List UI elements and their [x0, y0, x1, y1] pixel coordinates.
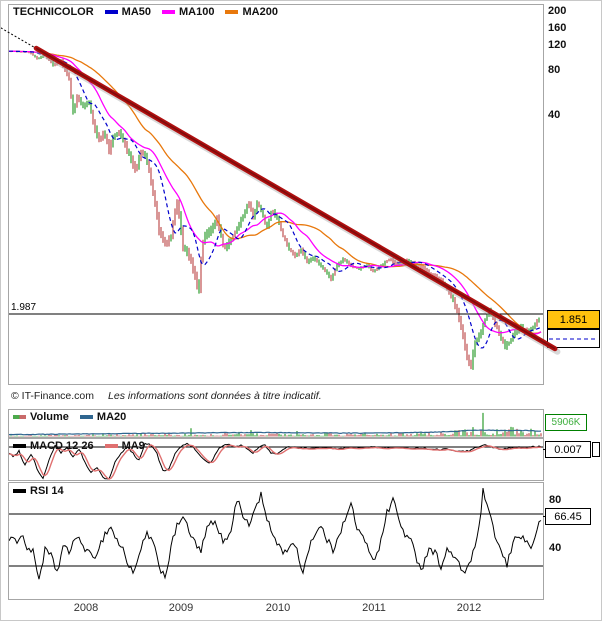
- volume-value: 5906K: [551, 417, 581, 428]
- main-panel: [8, 4, 544, 385]
- last-price-value: 1.851: [559, 313, 588, 326]
- macd-value-badge: 0.007: [545, 441, 591, 458]
- ma50-line: [9, 50, 542, 349]
- legend-item-ma200: MA200: [225, 6, 278, 18]
- legend-item-ma50: MA50: [104, 6, 152, 18]
- year-label-2009: 2009: [168, 602, 194, 614]
- disclaimer-text: Les informations sont données à titre in…: [108, 390, 322, 402]
- ma100-label: MA100: [179, 6, 215, 18]
- trendline-core: [35, 47, 556, 350]
- macd-series: [9, 442, 542, 480]
- rsi-value-badge: 66.45: [545, 508, 591, 525]
- ma9-swatch-icon: [104, 444, 118, 448]
- legend-item-rsi: RSI 14: [13, 485, 64, 497]
- macd-swatch-icon: [13, 444, 26, 448]
- year-label-2010: 2010: [265, 602, 291, 614]
- price-tick-200: 200: [548, 5, 567, 17]
- panel-frames: [8, 4, 544, 600]
- macd-secondary-badge: [592, 442, 600, 457]
- last-price-badge: 1.851: [547, 310, 600, 329]
- ma200-line: [9, 50, 542, 334]
- macd-legend: MACD 12 26 MA9: [13, 440, 145, 452]
- ma200-label: MA200: [242, 6, 278, 18]
- rsi-legend: RSI 14: [13, 485, 64, 497]
- volume-value-badge: 5906K: [545, 414, 587, 431]
- year-label-2008: 2008: [73, 602, 99, 614]
- macd-value: 0.007: [554, 443, 582, 456]
- rsi-line: [9, 488, 542, 580]
- symbol-label: TECHNICOLOR: [13, 6, 94, 18]
- volume-swatch-icon: [13, 415, 26, 419]
- ma9-label: MA9: [121, 440, 145, 452]
- rsi-value: 66.45: [554, 510, 582, 523]
- ma200-swatch-icon: [225, 10, 239, 14]
- macd-panel: [8, 438, 544, 481]
- volume-series: [9, 412, 542, 437]
- year-label-2012: 2012: [456, 602, 482, 614]
- legend-item-volume: Volume: [13, 411, 69, 423]
- ma50-label: MA50: [121, 6, 152, 18]
- volume-bars-up: [10, 412, 540, 437]
- volume-label: Volume: [30, 411, 69, 423]
- rsi-label: RSI 14: [30, 485, 64, 497]
- ma100-swatch-icon: [162, 10, 176, 14]
- support-level-label: 1.987: [11, 302, 37, 313]
- rsi-tick-40: 40: [549, 542, 562, 554]
- rsi-tick-80: 80: [549, 494, 562, 506]
- rsi-series: [9, 488, 542, 580]
- moving-averages: [9, 50, 542, 349]
- ma50-swatch-icon: [104, 10, 118, 14]
- price-tick-160: 160: [548, 22, 567, 34]
- ma9-line: [9, 444, 542, 480]
- year-label-2011: 2011: [362, 602, 386, 614]
- price-tick-40: 40: [548, 109, 561, 121]
- ma20-label: MA20: [96, 411, 127, 423]
- copyright-bar: © IT-Finance.com Les informations sont do…: [11, 390, 322, 402]
- ma20-line: [9, 429, 542, 436]
- legend-item-ma20: MA20: [79, 411, 127, 423]
- legend-item-macd: MACD 12 26: [13, 440, 94, 452]
- macd-label: MACD 12 26: [30, 440, 94, 452]
- legend-item-ma100: MA100: [162, 6, 214, 18]
- price-legend: TECHNICOLOR MA50 MA100 MA200: [13, 6, 278, 18]
- volume-bars-down: [9, 428, 542, 437]
- legend-item-ma9: MA9: [104, 440, 145, 452]
- ma20-swatch-icon: [79, 415, 93, 419]
- price-tick-120: 120: [548, 39, 567, 51]
- brand-label: © IT-Finance.com: [11, 390, 95, 402]
- price-tick-80: 80: [548, 64, 561, 76]
- volume-legend: Volume MA20: [13, 411, 126, 423]
- rsi-swatch-icon: [13, 489, 26, 493]
